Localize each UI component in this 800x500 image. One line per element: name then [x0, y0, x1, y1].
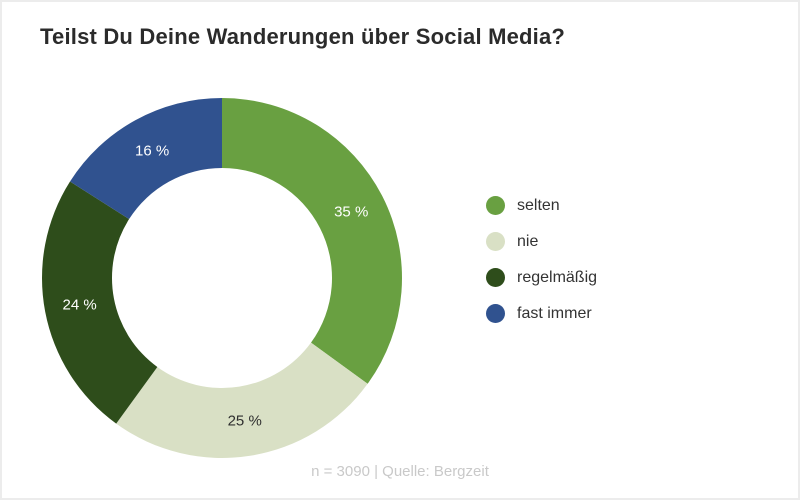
source-note: n = 3090 | Quelle: Bergzeit — [311, 463, 489, 480]
legend-label: selten — [517, 196, 560, 214]
legend-label: nie — [517, 232, 539, 250]
donut-slice-regelmäßig[interactable] — [42, 181, 158, 424]
legend-item-selten[interactable]: selten — [486, 196, 597, 215]
legend-swatch-icon — [486, 304, 505, 323]
slice-label-nie: 25 % — [228, 413, 262, 430]
legend-item-regelmäßig[interactable]: regelmäßig — [486, 268, 597, 287]
donut-slice-nie[interactable] — [116, 342, 368, 458]
slice-label-selten: 35 % — [334, 204, 368, 221]
slice-label-fast immer: 16 % — [135, 142, 169, 159]
legend-swatch-icon — [486, 196, 505, 215]
donut-slice-fast immer[interactable] — [70, 98, 223, 220]
legend-swatch-icon — [486, 268, 505, 287]
legend-item-nie[interactable]: nie — [486, 232, 597, 251]
legend-swatch-icon — [486, 232, 505, 251]
legend-label: regelmäßig — [517, 268, 598, 286]
slice-label-regelmäßig: 24 % — [62, 297, 96, 314]
legend-label: fast immer — [517, 304, 592, 322]
legend-item-fast immer[interactable]: fast immer — [486, 304, 597, 323]
page-title: Teilst Du Deine Wanderungen über Social … — [40, 24, 566, 49]
donut-slice-selten[interactable] — [222, 98, 402, 384]
chart-legend: selten nie regelmäßig fast immer — [486, 196, 597, 340]
